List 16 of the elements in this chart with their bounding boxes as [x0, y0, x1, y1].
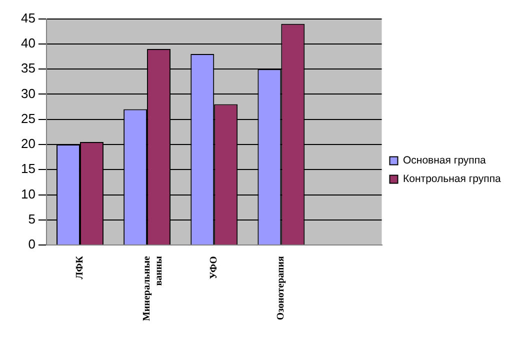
x-tick-label: УФО: [208, 256, 220, 280]
x-tick-label: Озонотерапия: [276, 255, 287, 320]
x-tick-label: Минеральные ванны: [142, 255, 165, 322]
y-tick-label: 20: [20, 136, 36, 152]
x-tick-label: ЛФК: [74, 255, 86, 280]
y-tick-label: 25: [20, 110, 36, 126]
y-tick-label: 40: [20, 36, 36, 51]
y-tick-label: 35: [20, 60, 36, 76]
y-tick-label: 30: [20, 86, 36, 101]
y-tick-label: 15: [20, 161, 36, 176]
y-tick-label: 5: [28, 211, 36, 226]
y-tick-label: 45: [20, 10, 36, 26]
legend-label: Контрольная группа: [403, 173, 502, 186]
y-tick-label: 0: [28, 236, 36, 252]
legend-label: Основная группа: [403, 154, 486, 167]
y-tick-label: 10: [20, 186, 36, 202]
